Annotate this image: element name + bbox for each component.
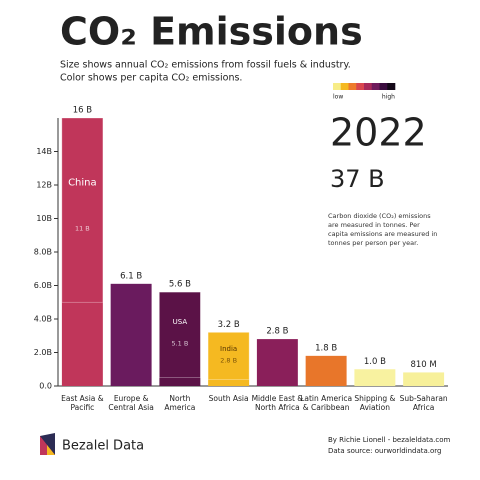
value-label: 2.8 B bbox=[266, 327, 288, 337]
x-tick-label: North America bbox=[164, 394, 196, 412]
y-tick-label: 10B bbox=[36, 214, 52, 223]
value-label: 1.0 B bbox=[364, 357, 386, 367]
brand: Bezalel Data bbox=[62, 439, 144, 454]
subtitle: Size shows annual CO₂ emissions from fos… bbox=[60, 60, 351, 71]
country-block bbox=[207, 332, 250, 380]
country-block bbox=[159, 291, 201, 378]
country-name: China bbox=[68, 177, 97, 188]
legend-swatch bbox=[379, 83, 388, 90]
value-label: 810 M bbox=[410, 360, 436, 370]
legend-label: high bbox=[382, 94, 395, 101]
chart-title: CO₂ Emissions bbox=[60, 10, 363, 54]
x-tick-label: Latin America & Caribbean bbox=[300, 394, 353, 412]
value-label: 6.1 B bbox=[120, 271, 142, 281]
x-tick-label: East Asia & Pacific bbox=[61, 394, 104, 412]
country-name: USA bbox=[173, 318, 188, 326]
legend-swatch bbox=[333, 83, 342, 90]
legend-swatch bbox=[364, 83, 373, 90]
y-tick-label: 0.0 bbox=[39, 382, 52, 391]
subtitle: Color shows per capita CO₂ emissions. bbox=[60, 73, 242, 84]
y-tick-label: 4.0B bbox=[34, 315, 52, 324]
logo bbox=[40, 433, 55, 455]
credit: Data source: ourworldindata.org bbox=[328, 447, 442, 455]
total: 37 B bbox=[330, 165, 385, 193]
year: 2022 bbox=[330, 111, 427, 155]
country-block bbox=[61, 117, 104, 303]
legend-swatch bbox=[371, 83, 380, 90]
legend-swatch bbox=[387, 83, 396, 90]
value-label: 16 B bbox=[73, 106, 93, 116]
bar bbox=[403, 372, 445, 386]
note: Carbon dioxide (CO₂) emissions are measu… bbox=[328, 212, 438, 247]
x-tick-label: Shipping & Aviation bbox=[354, 394, 396, 412]
y-tick-label: 2.0B bbox=[34, 348, 52, 357]
bar bbox=[354, 369, 396, 386]
y-tick-label: 12B bbox=[36, 181, 52, 190]
country-value: 11 B bbox=[75, 225, 90, 233]
bar bbox=[110, 283, 152, 386]
bar bbox=[305, 355, 347, 386]
x-tick-label: South Asia bbox=[208, 394, 249, 403]
y-tick-label: 8.0B bbox=[34, 248, 52, 257]
country-value: 5.1 B bbox=[171, 339, 188, 347]
legend-swatch bbox=[340, 83, 349, 90]
y-tick-label: 6.0B bbox=[34, 281, 52, 290]
legend-label: low bbox=[333, 94, 343, 101]
legend-swatch bbox=[356, 83, 365, 90]
y-tick-label: 14B bbox=[36, 147, 52, 156]
country-name: India bbox=[220, 345, 237, 353]
value-label: 1.8 B bbox=[315, 343, 337, 353]
x-tick-label: Sub-Saharan Africa bbox=[399, 394, 448, 412]
value-label: 3.2 B bbox=[218, 320, 240, 330]
credit: By Richie Lionell - bezaleldata.com bbox=[328, 436, 451, 444]
legend-swatch bbox=[348, 83, 357, 90]
value-label: 5.6 B bbox=[169, 280, 191, 290]
bar bbox=[256, 339, 298, 386]
x-tick-label: Middle East & North Africa bbox=[251, 394, 304, 412]
country-value: 2.8 B bbox=[220, 357, 237, 365]
x-tick-label: Europe & Central Asia bbox=[108, 394, 154, 412]
